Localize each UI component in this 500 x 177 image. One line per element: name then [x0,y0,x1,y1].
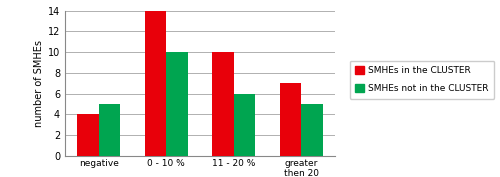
Legend: SMHEs in the CLUSTER, SMHEs not in the CLUSTER: SMHEs in the CLUSTER, SMHEs not in the C… [350,61,494,99]
Bar [280,83,301,156]
Bar [234,94,256,156]
Y-axis label: number of SMHEs: number of SMHEs [34,40,43,127]
Bar [144,11,167,156]
Bar [212,52,234,156]
Bar [99,104,120,156]
Bar [78,114,99,156]
Bar [301,104,322,156]
Bar [166,52,188,156]
